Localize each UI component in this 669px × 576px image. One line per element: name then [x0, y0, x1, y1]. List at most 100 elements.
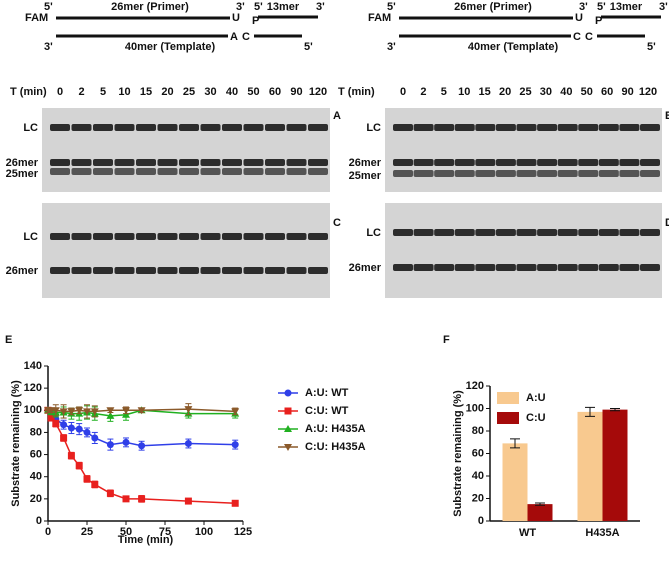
band: [222, 267, 242, 274]
marker: [83, 408, 91, 416]
band: [50, 159, 70, 166]
lane-label: 25mer: [6, 168, 39, 180]
band: [50, 267, 70, 274]
legend-label: A:U: [526, 392, 546, 404]
band: [393, 170, 413, 177]
band: [598, 264, 619, 271]
time-label: 10: [118, 86, 130, 98]
y-tick-label: 120: [466, 380, 484, 392]
time-header: T (min): [10, 86, 47, 98]
band: [265, 168, 285, 175]
gel: [42, 108, 330, 192]
lane-label: 26mer: [349, 157, 382, 169]
time-label: 0: [400, 86, 406, 98]
marker: [67, 408, 76, 416]
legend-swatch: [497, 412, 519, 424]
lane-label: LC: [366, 122, 381, 134]
lane-label: LC: [23, 122, 38, 134]
marker: [231, 499, 239, 507]
band: [286, 233, 307, 240]
y-tick-label: 40: [472, 470, 484, 482]
time-label: 40: [560, 86, 572, 98]
band: [50, 168, 70, 175]
band: [93, 159, 113, 166]
band: [393, 229, 413, 236]
band: [475, 264, 496, 271]
band: [222, 124, 242, 131]
band: [71, 267, 92, 274]
band: [157, 267, 178, 274]
marker: [60, 434, 68, 442]
band: [136, 124, 156, 131]
y-tick-label: 100: [24, 404, 42, 416]
band: [136, 233, 156, 240]
marker: [284, 389, 292, 397]
x-tick-label: 100: [195, 526, 213, 538]
panel-letter: F: [443, 334, 450, 346]
time-label: 25: [183, 86, 195, 98]
label: 3': [579, 1, 588, 13]
time-label: 5: [100, 86, 106, 98]
band: [619, 170, 640, 177]
time-label: 30: [204, 86, 216, 98]
panel-letter: B: [665, 110, 669, 122]
band: [495, 264, 516, 271]
band: [71, 233, 92, 240]
band: [265, 159, 285, 166]
gel: [42, 203, 330, 298]
band: [434, 170, 455, 177]
band: [434, 264, 455, 271]
band: [454, 229, 475, 236]
legend-label: C:U: H435A: [305, 441, 366, 453]
band: [413, 159, 434, 166]
band: [598, 229, 619, 236]
band: [286, 267, 307, 274]
legend-label: A:U: H435A: [305, 423, 366, 435]
legend-label: A:U: WT: [305, 387, 349, 399]
time-label: 20: [499, 86, 511, 98]
label: 40mer (Template): [125, 41, 216, 53]
y-tick-label: 40: [30, 471, 42, 483]
series-line: [47, 410, 236, 505]
label: 5': [254, 1, 263, 13]
band: [578, 229, 599, 236]
band: [286, 124, 307, 131]
band: [598, 170, 619, 177]
phosphate: P: [252, 15, 259, 27]
marker: [90, 408, 99, 416]
marker: [284, 425, 292, 432]
band: [114, 233, 135, 240]
marker: [184, 406, 193, 414]
band: [50, 233, 70, 240]
band: [200, 159, 221, 166]
band: [114, 159, 135, 166]
x-tick-label: 0: [45, 526, 51, 538]
band: [243, 267, 264, 274]
band: [308, 124, 328, 131]
y-tick-label: 80: [30, 426, 42, 438]
band: [200, 168, 221, 175]
phosphate: P: [595, 15, 602, 27]
lane-label: LC: [23, 231, 38, 243]
y-tick-label: 0: [36, 515, 42, 527]
band: [114, 267, 135, 274]
y-tick-label: 20: [472, 492, 484, 504]
label: 26mer (Primer): [111, 1, 189, 13]
band: [179, 168, 199, 175]
time-label: 40: [226, 86, 238, 98]
band: [495, 124, 516, 131]
time-label: 5: [441, 86, 447, 98]
band: [265, 124, 285, 131]
marker: [122, 407, 130, 415]
band: [495, 170, 516, 177]
base: C: [573, 31, 581, 43]
band: [179, 124, 199, 131]
band: [71, 124, 92, 131]
marker: [284, 407, 292, 415]
time-label: 90: [290, 86, 302, 98]
band: [557, 229, 578, 236]
marker: [122, 438, 130, 446]
band: [308, 267, 328, 274]
label: 3': [659, 1, 668, 13]
